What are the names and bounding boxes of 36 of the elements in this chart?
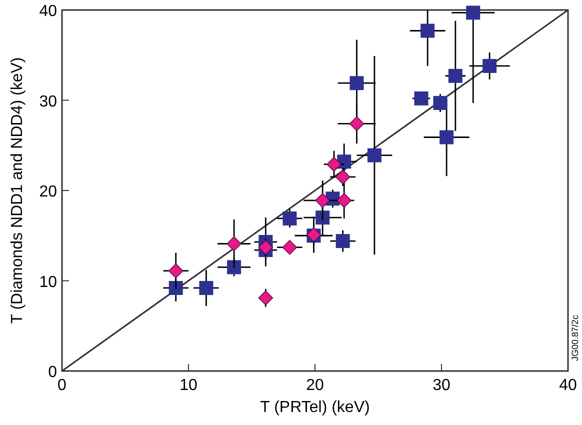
point — [433, 96, 448, 110]
point — [258, 290, 274, 306]
point — [350, 76, 364, 90]
point — [282, 240, 298, 255]
y-tick-label: 0 — [48, 364, 58, 381]
point — [482, 58, 497, 73]
point — [336, 193, 352, 208]
y-tick-label: 40 — [39, 3, 58, 20]
y-tick-label: 20 — [39, 184, 58, 200]
point — [448, 68, 462, 83]
point — [227, 260, 242, 274]
x-tick-label: 30 — [432, 377, 450, 394]
x-tick-label: 10 — [180, 377, 198, 394]
point — [440, 130, 454, 144]
y-axis-title: T (Diamonds NDD1 and NDD4) (keV) — [9, 57, 26, 324]
point — [466, 6, 480, 20]
y-tick-label: 30 — [39, 93, 58, 110]
point — [420, 24, 435, 38]
point — [336, 234, 350, 248]
y-tick-label: 10 — [39, 274, 58, 291]
point — [367, 148, 382, 162]
x-tick-label: 20 — [306, 377, 324, 394]
x-axis-title: T (PRTel) (keV) — [260, 399, 370, 416]
point — [199, 280, 214, 295]
point — [315, 193, 330, 208]
point — [282, 211, 297, 226]
point — [326, 156, 342, 172]
point — [168, 263, 184, 278]
point — [168, 280, 183, 295]
x-tick-label: 40 — [559, 377, 577, 394]
point — [349, 116, 364, 132]
point — [335, 170, 350, 184]
point — [316, 210, 330, 225]
point — [226, 236, 242, 252]
text: JG00.87/2c — [570, 314, 580, 361]
point — [414, 91, 428, 106]
